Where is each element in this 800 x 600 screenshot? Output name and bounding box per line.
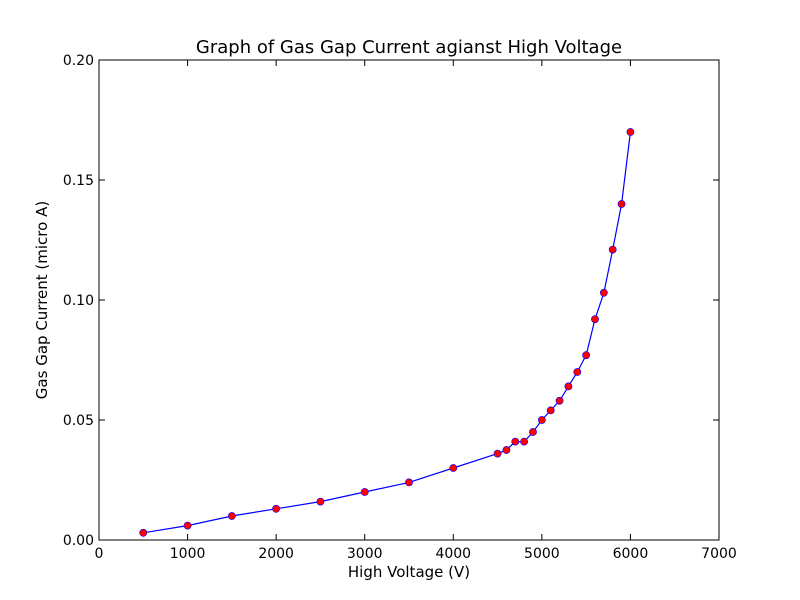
data-point xyxy=(608,245,617,254)
x-tick-label: 2000 xyxy=(258,546,294,562)
y-axis-label: Gas Gap Current (micro A) xyxy=(33,201,51,399)
data-point xyxy=(183,521,192,530)
y-tick-label: 0.00 xyxy=(63,533,94,549)
data-point xyxy=(564,382,573,391)
series-layer xyxy=(139,128,635,537)
x-tick-label: 5000 xyxy=(524,546,560,562)
data-point xyxy=(272,504,281,513)
y-tick-label: 0.05 xyxy=(63,413,94,429)
chart-title: Graph of Gas Gap Current agianst High Vo… xyxy=(196,37,622,58)
data-point xyxy=(139,528,148,537)
data-point xyxy=(617,200,626,208)
series-line xyxy=(143,131,632,534)
x-tick-label: 6000 xyxy=(613,546,649,562)
data-point xyxy=(546,406,555,415)
data-point xyxy=(520,437,529,446)
y-tick-label: 0.15 xyxy=(63,173,94,189)
data-point xyxy=(591,315,599,324)
x-tick-label: 0 xyxy=(95,546,104,562)
x-axis-label: High Voltage (V) xyxy=(348,563,470,581)
data-point xyxy=(316,497,325,506)
data-point xyxy=(599,288,608,297)
data-point xyxy=(626,128,635,136)
data-point xyxy=(502,446,511,454)
plot-background xyxy=(99,60,719,540)
data-point xyxy=(449,464,458,472)
plot-frame xyxy=(98,59,720,541)
y-axis-ticks: 0.00 0.05 0.10 0.15 0.20 xyxy=(63,53,719,549)
data-point xyxy=(573,368,582,376)
x-tick-label: 7000 xyxy=(701,546,737,562)
x-tick-label: 3000 xyxy=(347,546,383,562)
data-point xyxy=(227,512,236,520)
y-tick-label: 0.20 xyxy=(63,53,94,69)
x-tick-label: 4000 xyxy=(435,546,471,562)
data-point xyxy=(537,416,546,424)
data-point xyxy=(582,351,591,360)
data-point xyxy=(555,396,564,405)
y-tick-label: 0.10 xyxy=(63,293,94,309)
x-axis-ticks: 0 1000 2000 3000 4000 5000 6000 7000 xyxy=(95,60,737,562)
x-tick-label: 1000 xyxy=(170,546,206,562)
data-point xyxy=(405,478,413,487)
data-point xyxy=(529,428,537,436)
data-point xyxy=(493,449,502,458)
data-point xyxy=(360,488,369,496)
data-point xyxy=(511,437,520,446)
